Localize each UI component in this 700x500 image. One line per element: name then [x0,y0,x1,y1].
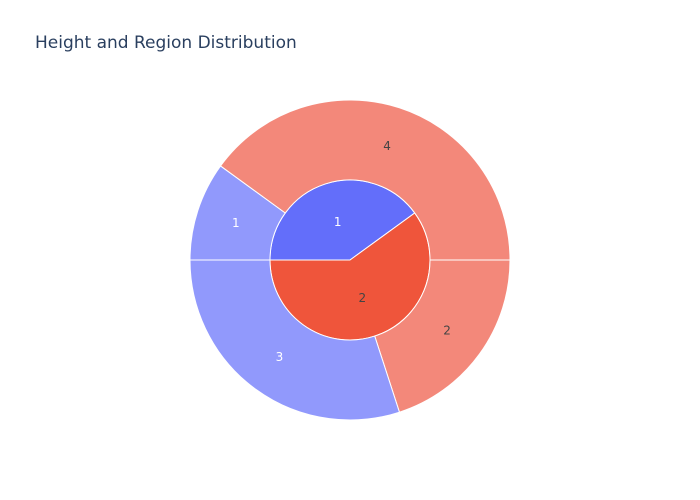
outer-ring-segment-2[interactable] [374,259,511,413]
outer-ring-segment-3[interactable] [189,259,401,421]
outer-ring-label-4: 4 [383,139,391,153]
outer-ring-label-1: 1 [232,216,240,230]
outer-ring-segment-4[interactable] [219,99,511,261]
chart-title: Height and Region Distribution [35,33,297,53]
segment-layer [189,99,511,421]
outer-ring-label-3: 3 [276,350,284,364]
outer-ring-label-2: 2 [443,324,451,338]
label-layer: 1 2 1 4 2 3 [232,139,451,364]
inner-ring-label-2: 2 [359,291,367,305]
inner-ring-label-1: 1 [334,215,342,229]
